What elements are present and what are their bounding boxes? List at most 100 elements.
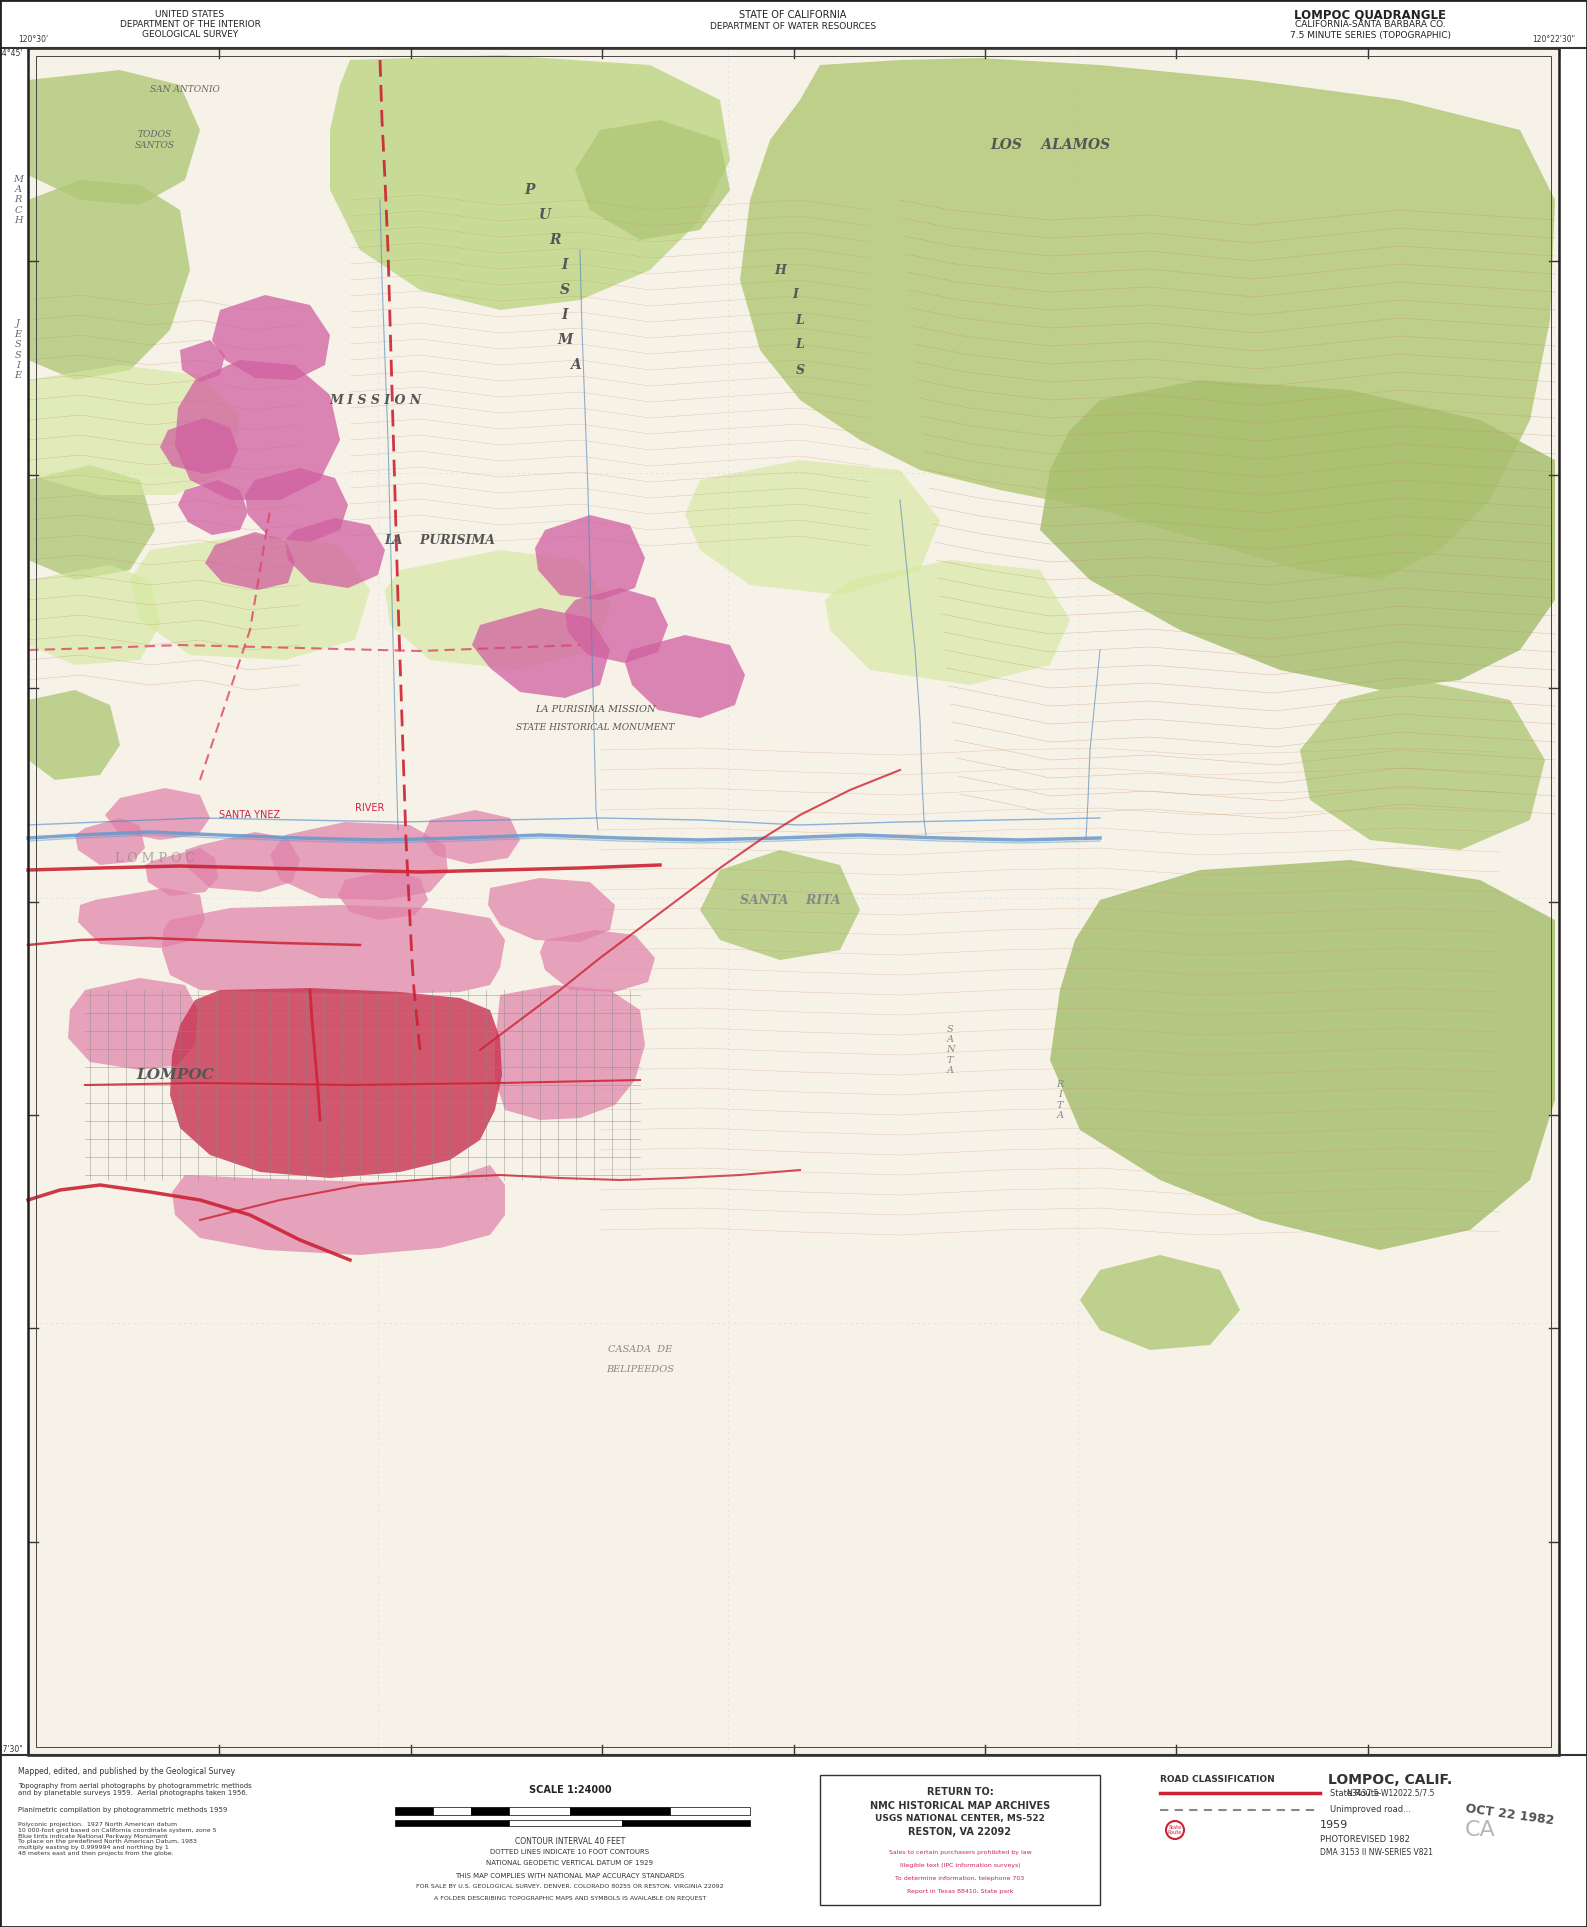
Text: STATE OF CALIFORNIA: STATE OF CALIFORNIA [740, 10, 847, 19]
Polygon shape [1081, 1254, 1239, 1351]
Text: Planimetric compilation by photogrammetric methods 1959: Planimetric compilation by photogrammetr… [17, 1808, 227, 1813]
Bar [509, 1808, 570, 1815]
Polygon shape [29, 690, 121, 780]
Text: DOTTED LINES INDICATE 10 FOOT CONTOURS: DOTTED LINES INDICATE 10 FOOT CONTOURS [490, 1850, 649, 1856]
Text: 120°22'30": 120°22'30" [1533, 35, 1576, 44]
Text: LA PURISIMA MISSION: LA PURISIMA MISSION [535, 705, 655, 715]
Text: RESTON, VA 22092: RESTON, VA 22092 [908, 1827, 1011, 1836]
Text: I: I [562, 308, 568, 322]
Polygon shape [29, 464, 156, 580]
Polygon shape [162, 906, 505, 994]
Polygon shape [625, 636, 744, 719]
Text: P: P [525, 183, 535, 197]
Text: LOMPOC, CALIF.: LOMPOC, CALIF. [1328, 1773, 1452, 1786]
Bar [29, 48, 1558, 1755]
Text: TODOS
SANTOS: TODOS SANTOS [135, 131, 175, 150]
Bar [622, 1819, 751, 1827]
Text: RIVER: RIVER [355, 804, 384, 813]
Polygon shape [422, 809, 521, 863]
Text: U: U [540, 208, 551, 222]
Text: FOR SALE BY U.S. GEOLOGICAL SURVEY, DENVER, COLORADO 80255 OR RESTON, VIRGINIA 2: FOR SALE BY U.S. GEOLOGICAL SURVEY, DENV… [416, 1885, 724, 1888]
Text: I: I [562, 258, 568, 272]
Polygon shape [1051, 859, 1555, 1251]
Text: I: I [792, 289, 798, 301]
Text: Polyconic projection.  1927 North American datum
10 000-foot grid based on Calif: Polyconic projection. 1927 North America… [17, 1823, 216, 1856]
Polygon shape [686, 461, 940, 595]
Text: UNITED STATES: UNITED STATES [156, 10, 225, 19]
Text: J
E
S
S
I
E: J E S S I E [14, 320, 22, 380]
Polygon shape [130, 536, 370, 661]
Text: LA    PURISIMA: LA PURISIMA [384, 534, 495, 547]
Text: BELIPEEDOS: BELIPEEDOS [606, 1366, 674, 1374]
Text: 1959: 1959 [1320, 1819, 1349, 1831]
Text: CASADA  DE: CASADA DE [608, 1345, 673, 1355]
Polygon shape [144, 848, 217, 896]
Polygon shape [105, 788, 209, 840]
Text: STATE HISTORICAL MONUMENT: STATE HISTORICAL MONUMENT [516, 723, 674, 732]
Text: GEOLOGICAL SURVEY: GEOLOGICAL SURVEY [141, 31, 238, 39]
Text: Unimproved road...: Unimproved road... [1330, 1806, 1411, 1815]
Text: To determine information, telephone 703: To determine information, telephone 703 [895, 1877, 1025, 1881]
Text: R: R [549, 233, 560, 247]
Text: LOS    ALAMOS: LOS ALAMOS [990, 139, 1109, 152]
Text: DEPARTMENT OF THE INTERIOR: DEPARTMENT OF THE INTERIOR [119, 19, 260, 29]
Polygon shape [170, 989, 501, 1177]
Text: H: H [774, 264, 786, 276]
Text: CA: CA [1465, 1819, 1495, 1840]
Text: Sales to certain purchasers prohibited by law: Sales to certain purchasers prohibited b… [889, 1850, 1032, 1856]
Text: S: S [560, 283, 570, 297]
Text: L: L [795, 339, 805, 351]
Text: SANTA YNEZ: SANTA YNEZ [219, 809, 281, 821]
Polygon shape [270, 823, 448, 900]
Polygon shape [471, 609, 609, 698]
Polygon shape [286, 518, 386, 588]
Text: State Route: State Route [1330, 1788, 1379, 1798]
Text: M I S S I O N: M I S S I O N [329, 393, 421, 407]
Polygon shape [574, 119, 730, 241]
Text: SAN ANTONIO: SAN ANTONIO [151, 85, 221, 94]
Text: LOMPOC QUADRANGLE: LOMPOC QUADRANGLE [1293, 8, 1446, 21]
Text: Mapped, edited, and published by the Geological Survey: Mapped, edited, and published by the Geo… [17, 1767, 235, 1777]
Bar [820, 1775, 1100, 1906]
Polygon shape [179, 339, 225, 382]
Text: LOMPOC: LOMPOC [136, 1068, 214, 1081]
Text: A: A [570, 358, 581, 372]
Text: NATIONAL GEODETIC VERTICAL DATUM OF 1929: NATIONAL GEODETIC VERTICAL DATUM OF 1929 [487, 1860, 654, 1865]
Text: S: S [795, 364, 805, 376]
Text: PHOTOREVISED 1982: PHOTOREVISED 1982 [1320, 1835, 1409, 1844]
Text: 34°37'30": 34°37'30" [0, 1746, 22, 1754]
Polygon shape [540, 931, 655, 992]
Polygon shape [213, 295, 330, 380]
Text: Illegible text (IPC information surveys): Illegible text (IPC information surveys) [900, 1863, 1020, 1867]
Polygon shape [175, 360, 340, 499]
Text: Report in Texas 88410, State park: Report in Texas 88410, State park [906, 1888, 1013, 1894]
Text: SCALE 1:24000: SCALE 1:24000 [528, 1784, 611, 1794]
Text: M: M [557, 333, 573, 347]
Polygon shape [186, 832, 300, 892]
Text: DEPARTMENT OF WATER RESOURCES: DEPARTMENT OF WATER RESOURCES [709, 21, 876, 31]
Text: Topography from aerial photographs by photogrammetric methods
and by planetable : Topography from aerial photographs by ph… [17, 1782, 252, 1796]
Bar [509, 1819, 622, 1827]
Bar [37, 56, 1550, 1748]
Polygon shape [700, 850, 860, 960]
Polygon shape [68, 979, 198, 1069]
Polygon shape [495, 985, 644, 1120]
Polygon shape [29, 364, 240, 495]
Polygon shape [29, 179, 190, 380]
Text: ROAD CLASSIFICATION: ROAD CLASSIFICATION [1160, 1775, 1274, 1784]
Text: DMA 3153 II NW-SERIES V821: DMA 3153 II NW-SERIES V821 [1320, 1848, 1433, 1858]
Text: A FOLDER DESCRIBING TOPOGRAPHIC MAPS AND SYMBOLS IS AVAILABLE ON REQUEST: A FOLDER DESCRIBING TOPOGRAPHIC MAPS AND… [433, 1894, 706, 1900]
Polygon shape [205, 532, 295, 590]
Polygon shape [330, 56, 730, 310]
Text: NMC HISTORICAL MAP ARCHIVES: NMC HISTORICAL MAP ARCHIVES [870, 1802, 1051, 1811]
Polygon shape [487, 879, 616, 942]
Polygon shape [1300, 680, 1546, 850]
Text: THIS MAP COMPLIES WITH NATIONAL MAP ACCURACY STANDARDS: THIS MAP COMPLIES WITH NATIONAL MAP ACCU… [455, 1873, 684, 1879]
Text: SANTA    RITA: SANTA RITA [740, 894, 840, 906]
Bar [29, 48, 1558, 1755]
Text: L: L [795, 314, 805, 326]
Bar [433, 1808, 471, 1815]
Bar [670, 1808, 751, 1815]
Polygon shape [160, 418, 238, 474]
Polygon shape [171, 1166, 505, 1254]
